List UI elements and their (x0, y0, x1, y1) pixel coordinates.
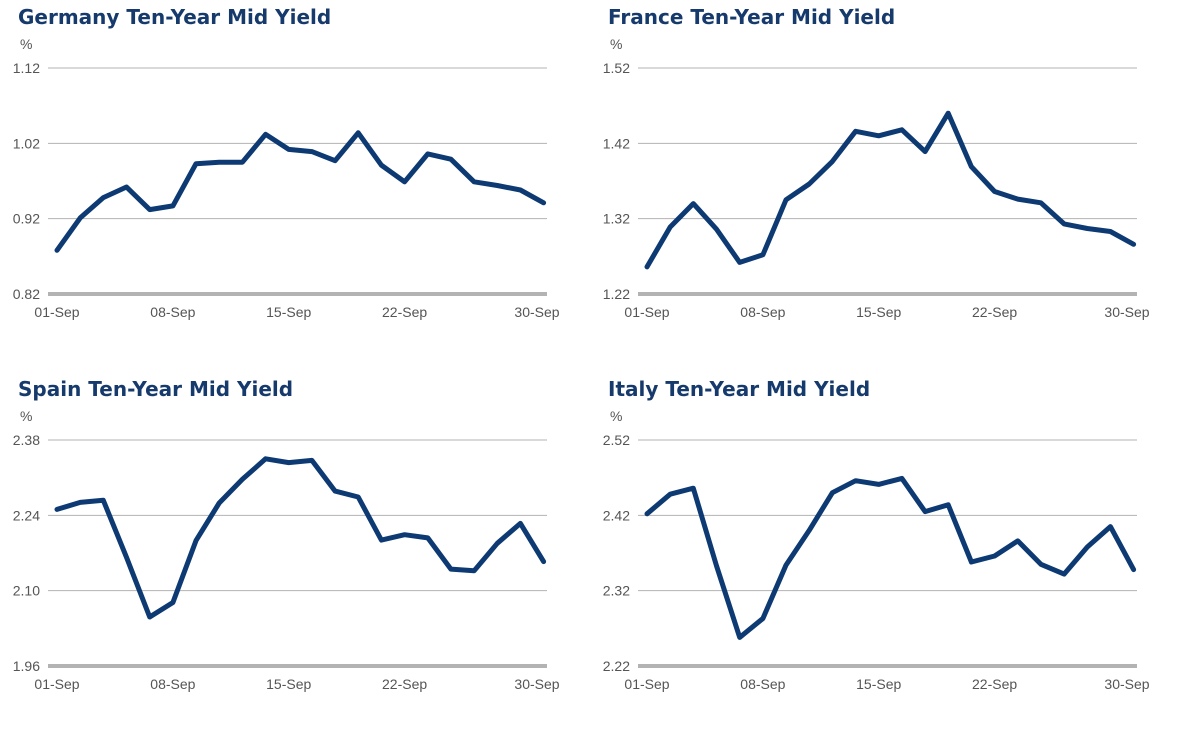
x-tick-label: 08-Sep (150, 676, 195, 692)
x-tick-label: 30-Sep (1104, 304, 1149, 320)
y-tick-label: 0.82 (13, 286, 40, 302)
y-tick-label: 2.10 (13, 583, 40, 599)
x-tick-label: 22-Sep (382, 676, 427, 692)
x-tick-label: 15-Sep (266, 676, 311, 692)
series-line (54, 130, 547, 253)
y-tick-label: 2.24 (13, 507, 40, 523)
chart-title: Germany Ten-Year Mid Yield (18, 5, 332, 29)
y-tick-label: 1.02 (13, 135, 40, 151)
x-tick-label: 22-Sep (972, 304, 1017, 320)
y-axis-unit: % (20, 408, 33, 424)
y-tick-label: 1.22 (603, 286, 630, 302)
x-tick-label: 08-Sep (740, 676, 785, 692)
y-tick-label: 2.32 (603, 583, 630, 599)
series-line (644, 110, 1137, 270)
x-tick-label: 30-Sep (1104, 676, 1149, 692)
x-tick-label: 08-Sep (740, 304, 785, 320)
x-tick-label: 01-Sep (624, 676, 669, 692)
x-tick-label: 22-Sep (972, 676, 1017, 692)
y-tick-label: 2.22 (603, 658, 630, 674)
x-tick-label: 01-Sep (34, 676, 79, 692)
y-tick-label: 1.52 (603, 60, 630, 76)
y-axis-unit: % (20, 36, 33, 52)
france-yield-chart: France Ten-Year Mid Yield % 1.52 1.42 1.32… (590, 0, 1180, 359)
chart-title: Italy Ten-Year Mid Yield (608, 377, 871, 401)
y-axis-unit: % (610, 408, 623, 424)
x-tick-label: 08-Sep (150, 304, 195, 320)
chart-plot: 1.12 1.02 0.92 0.82 01-Sep 08-Sep 15-Sep 22-Sep… (13, 60, 560, 320)
series-line (644, 475, 1137, 640)
x-tick-label: 30-Sep (514, 676, 559, 692)
y-axis-unit: % (610, 36, 623, 52)
x-tick-label: 15-Sep (266, 304, 311, 320)
y-tick-label: 2.42 (603, 507, 630, 523)
italy-yield-chart: Italy Ten-Year Mid Yield % 2.52 2.42 2.32 2… (590, 372, 1180, 731)
y-tick-label: 1.96 (13, 658, 40, 674)
chart-plot: 2.38 2.24 2.10 1.96 01-Sep 08-Sep 15-Sep 22-Sep… (13, 432, 560, 692)
y-tick-label: 1.32 (603, 211, 630, 227)
x-tick-label: 22-Sep (382, 304, 427, 320)
chart-plot: 2.52 2.42 2.32 2.22 01-Sep 08-Sep 15-Sep 22-Sep… (603, 432, 1150, 692)
chart-title: Spain Ten-Year Mid Yield (18, 377, 294, 401)
y-tick-label: 1.12 (13, 60, 40, 76)
x-tick-label: 30-Sep (514, 304, 559, 320)
y-tick-label: 0.92 (13, 211, 40, 227)
series-line (54, 456, 547, 620)
chart-plot: 1.52 1.42 1.32 1.22 01-Sep 08-Sep 15-Sep 22-Sep… (603, 60, 1150, 320)
x-tick-label: 01-Sep (624, 304, 669, 320)
x-tick-label: 15-Sep (856, 304, 901, 320)
y-tick-label: 2.38 (13, 432, 40, 448)
x-tick-label: 15-Sep (856, 676, 901, 692)
spain-yield-chart: Spain Ten-Year Mid Yield % 2.38 2.24 2.10 1… (0, 372, 590, 731)
chart-title: France Ten-Year Mid Yield (608, 5, 896, 29)
germany-yield-chart: Germany Ten-Year Mid Yield % 1.12 1.02 0.9… (0, 0, 590, 359)
y-tick-label: 1.42 (603, 135, 630, 151)
y-tick-label: 2.52 (603, 432, 630, 448)
x-tick-label: 01-Sep (34, 304, 79, 320)
